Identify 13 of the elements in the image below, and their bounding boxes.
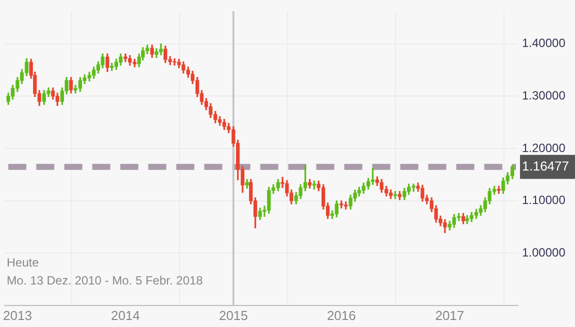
y-tick-label: 1.00000 (522, 245, 566, 260)
y-tick-label: 1.10000 (522, 193, 566, 208)
annotation: Mo. 13 Dez. 2010 - Mo. 5 Febr. 2018 (6, 274, 204, 288)
y-tick-label: 1.30000 (522, 88, 566, 103)
x-tick-label: 2015 (218, 308, 248, 323)
annotation: Heute (6, 256, 40, 270)
y-tick-label: 1.40000 (522, 36, 566, 50)
ref-line-label: 1.16477 (522, 158, 569, 174)
x-tick-label: 2014 (110, 308, 140, 323)
x-tick-label: 2017 (435, 308, 464, 323)
x-tick-label: 2013 (3, 308, 32, 323)
x-tick-label: 2016 (326, 308, 356, 323)
y-tick-label: 1.20000 (522, 140, 566, 155)
